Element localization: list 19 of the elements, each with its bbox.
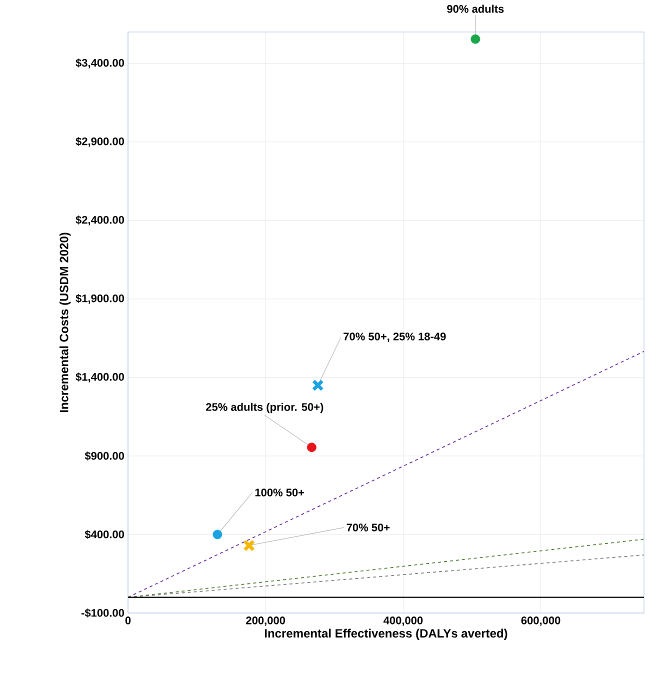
x-tick-label: 200,000 (246, 616, 286, 626)
y-tick-label: $3,400.00 (76, 58, 124, 68)
x-tick-label: 400,000 (383, 616, 423, 626)
y-tick-label: $2,900.00 (76, 136, 124, 147)
x-tick-label: 0 (125, 616, 131, 624)
x-axis-title: Incremental Effectiveness (DALYs averted) (264, 628, 508, 640)
text: 90% adults (447, 4, 504, 13)
y-tick-label: $1,900.00 (76, 294, 124, 304)
y-tick-label: $400.00 (84, 530, 124, 539)
text: 70% 50+ (346, 524, 390, 532)
y-tick-label: $2,400.00 (76, 216, 124, 226)
text: 100% 50+ (255, 488, 304, 496)
text: 70% 50+, 25% 18-49 (344, 332, 446, 342)
y-axis-title: Incremental Costs (USDM 2020) (59, 232, 71, 412)
text: 25% adults (prior. 50+) (206, 402, 324, 414)
x-tick-label: 600,000 (521, 616, 560, 626)
y-tick-label: $900.00 (84, 451, 124, 460)
y-tick-label: $1,400.00 (76, 372, 124, 382)
y-tick-label: -$100.00 (81, 608, 124, 618)
